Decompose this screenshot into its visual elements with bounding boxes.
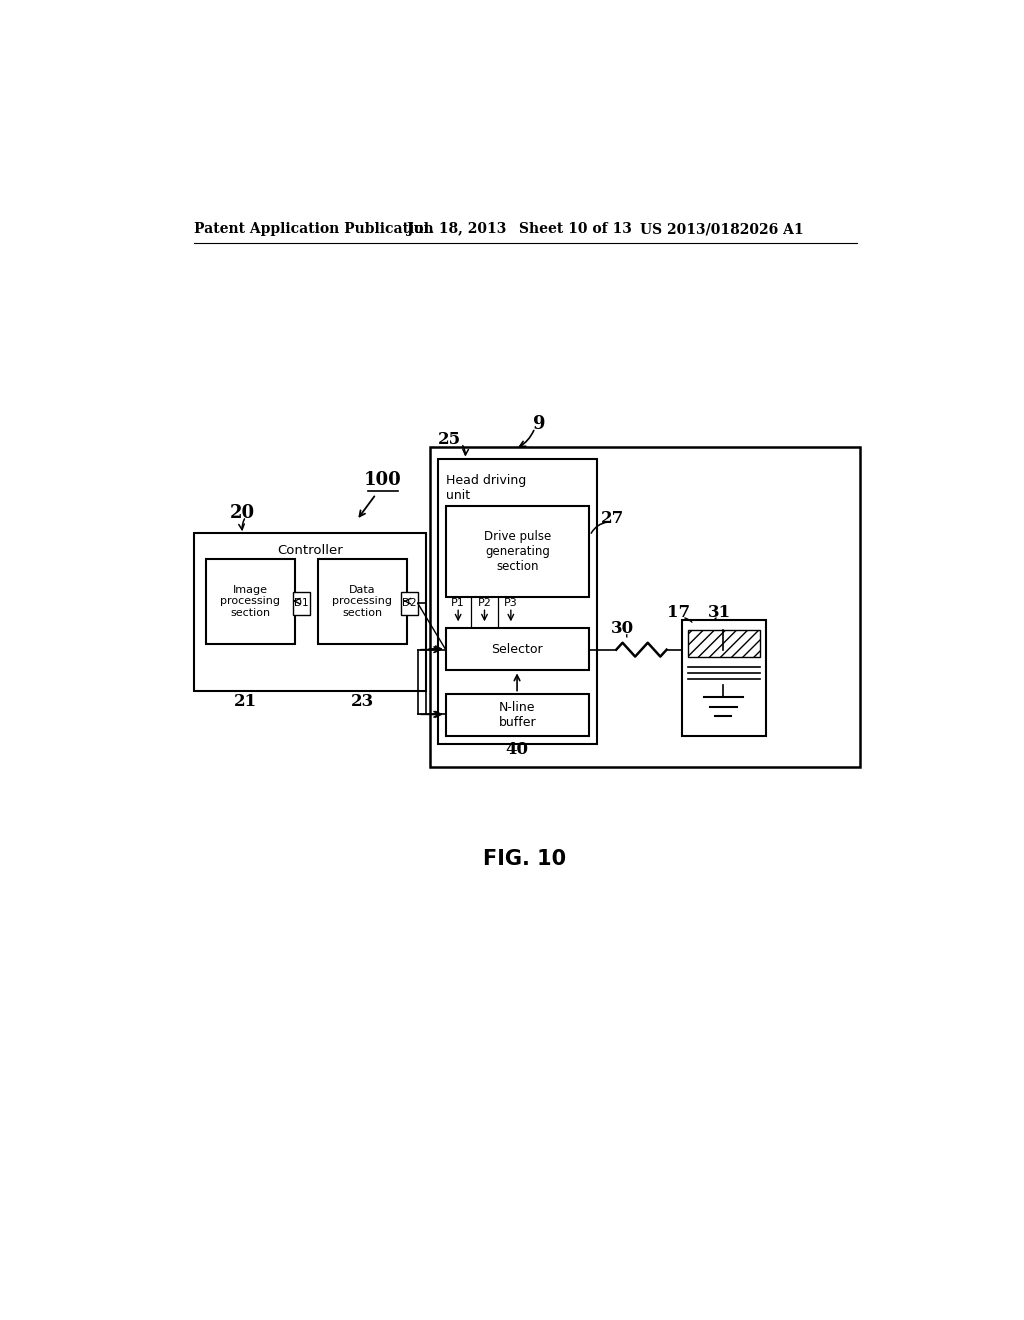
Text: 30: 30 <box>611 619 634 636</box>
Bar <box>206 558 295 644</box>
Text: 21: 21 <box>234 693 257 710</box>
Text: Jul. 18, 2013: Jul. 18, 2013 <box>407 222 507 236</box>
Bar <box>445 693 589 737</box>
Bar <box>682 620 766 737</box>
Text: 100: 100 <box>364 471 401 490</box>
Text: 25: 25 <box>438 430 461 447</box>
Text: 31: 31 <box>708 605 731 622</box>
Bar <box>687 631 761 657</box>
Bar <box>438 459 597 743</box>
Text: D1: D1 <box>294 598 309 609</box>
Text: Head driving
unit: Head driving unit <box>445 474 526 502</box>
Text: Data
processing
section: Data processing section <box>333 585 392 618</box>
Bar <box>194 533 426 692</box>
Bar <box>445 507 589 597</box>
Text: Selector: Selector <box>492 643 544 656</box>
Text: 20: 20 <box>230 504 255 521</box>
Text: Image
processing
section: Image processing section <box>220 585 280 618</box>
Text: 17: 17 <box>667 605 690 622</box>
Text: P2: P2 <box>477 598 492 607</box>
Text: 23: 23 <box>350 693 374 710</box>
Text: D2: D2 <box>402 598 417 609</box>
Text: US 2013/0182026 A1: US 2013/0182026 A1 <box>640 222 803 236</box>
Text: 27: 27 <box>601 511 624 527</box>
Text: 40: 40 <box>506 742 528 758</box>
Text: N-line
buffer: N-line buffer <box>499 701 537 729</box>
Text: Sheet 10 of 13: Sheet 10 of 13 <box>519 222 632 236</box>
Bar <box>293 591 310 615</box>
Text: Patent Application Publication: Patent Application Publication <box>194 222 433 236</box>
Text: 9: 9 <box>532 414 545 433</box>
Text: P1: P1 <box>452 598 465 607</box>
Text: FIG. 10: FIG. 10 <box>483 849 566 869</box>
Text: P3: P3 <box>504 598 518 607</box>
Bar <box>430 447 860 767</box>
Text: Drive pulse
generating
section: Drive pulse generating section <box>483 531 551 573</box>
Bar <box>400 591 418 615</box>
Text: Controller: Controller <box>278 544 343 557</box>
Bar <box>445 628 589 671</box>
Bar <box>317 558 407 644</box>
